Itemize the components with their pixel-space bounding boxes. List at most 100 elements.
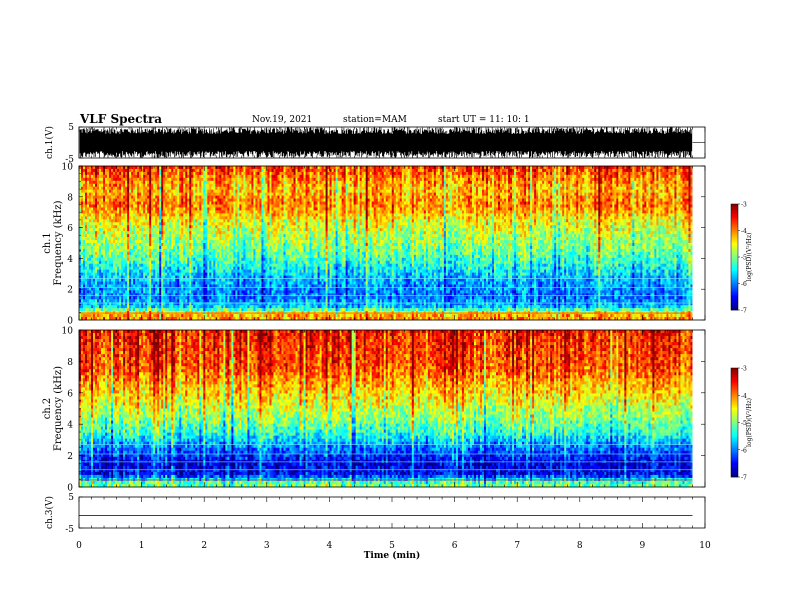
spectrogram-cell: [261, 166, 263, 169]
spectrogram-cell: [682, 199, 684, 202]
spectrogram-cell: [306, 166, 308, 169]
spectrogram-cell: [560, 187, 562, 190]
spectrogram-cell: [85, 190, 87, 193]
spectrogram-cell: [336, 196, 338, 199]
spectrogram-cell: [654, 172, 656, 175]
spectrogram-cell: [169, 169, 171, 172]
spectrogram-cell: [402, 202, 404, 205]
spectrogram-cell: [628, 202, 630, 205]
spectrogram-cell: [414, 184, 416, 187]
spectrogram-cell: [348, 190, 350, 193]
spectrogram-cell: [402, 196, 404, 199]
spectrogram-cell: [418, 199, 420, 202]
spectrogram-cell: [674, 202, 676, 205]
spectrogram-cell: [528, 199, 530, 202]
spectrogram-cell: [378, 187, 380, 190]
spectrogram-cell: [578, 175, 580, 178]
spectrogram-cell: [294, 207, 296, 210]
spectrogram-cell: [638, 184, 640, 187]
spectrogram-cell: [538, 166, 540, 169]
spectrogram-cell: [492, 169, 494, 172]
spectrogram-cell: [189, 193, 191, 196]
spectrogram-cell: [390, 175, 392, 178]
spectrogram-cell: [472, 193, 474, 196]
spectrogram-cell: [608, 172, 610, 175]
spectrogram-cell: [320, 196, 322, 199]
spectrogram-cell: [281, 202, 283, 205]
spectrogram-cell: [201, 205, 203, 208]
spectrogram-cell: [442, 202, 444, 205]
spectrogram-cell: [486, 172, 488, 175]
spectrogram-cell: [223, 196, 225, 199]
spectrogram-cell: [666, 196, 668, 199]
spectrogram-cell: [386, 184, 388, 187]
spectrogram-cell: [630, 202, 632, 205]
spectrogram-cell: [251, 181, 253, 184]
spectrogram-cell: [328, 172, 330, 175]
spectrogram-cell: [99, 172, 101, 175]
spectrogram-cell: [288, 199, 290, 202]
spectrogram-cell: [492, 196, 494, 199]
spectrogram-cell: [115, 196, 117, 199]
spectrogram-cell: [346, 184, 348, 187]
spectrogram-cell: [312, 205, 314, 208]
spectrogram-cell: [221, 193, 223, 196]
spectrogram-cell: [352, 178, 354, 181]
spectrogram-cell: [255, 175, 257, 178]
spectrogram-cell: [458, 205, 460, 208]
spectrogram-cell: [316, 207, 318, 210]
spectrogram-cell: [584, 199, 586, 202]
spectrogram-cell: [225, 190, 227, 193]
spectrogram-cell: [468, 205, 470, 208]
spectrogram-cell: [454, 193, 456, 196]
spectrogram-cell: [332, 181, 334, 184]
spectrogram-cell: [336, 193, 338, 196]
spectrogram-cell: [690, 202, 692, 205]
spectrogram-cell: [546, 181, 548, 184]
spectrogram-cell: [372, 193, 374, 196]
spectrogram-cell: [686, 181, 688, 184]
spectrogram-cell: [95, 175, 97, 178]
spectrogram-cell: [564, 175, 566, 178]
spectrogram-cell: [233, 169, 235, 172]
spectrogram-cell: [181, 181, 183, 184]
spectrogram-cell: [456, 202, 458, 205]
spectrogram-cell: [626, 181, 628, 184]
spectrogram-cell: [243, 193, 245, 196]
spectrogram-cell: [370, 178, 372, 181]
spectrogram-cell: [177, 202, 179, 205]
spectrogram-cell: [584, 166, 586, 169]
spectrogram-cell: [598, 190, 600, 193]
spectrogram-cell: [197, 172, 199, 175]
spectrogram-cell: [660, 169, 662, 172]
spectrogram-cell: [512, 175, 514, 178]
spectrogram-cell: [145, 193, 147, 196]
spectrogram-cell: [269, 169, 271, 172]
spectrogram-cell: [482, 207, 484, 210]
spectrogram-cell: [430, 178, 432, 181]
spectrogram-cell: [195, 199, 197, 202]
spectrogram-cell: [153, 196, 155, 199]
spectrogram-cell: [302, 187, 304, 190]
spectrogram-cell: [670, 199, 672, 202]
spectrogram-cell: [550, 184, 552, 187]
spectrogram-cell: [193, 178, 195, 181]
spectrogram-cell: [460, 193, 462, 196]
spectrogram-cell: [484, 205, 486, 208]
spectrogram-cell: [510, 193, 512, 196]
spectrogram-cell: [414, 205, 416, 208]
spectrogram-cell: [117, 175, 119, 178]
spectrogram-cell: [550, 166, 552, 169]
spectrogram-cell: [686, 196, 688, 199]
spectrogram-cell: [626, 184, 628, 187]
spectrogram-cell: [267, 196, 269, 199]
spectrogram-cell: [237, 207, 239, 210]
spectrogram-cell: [472, 184, 474, 187]
spectrogram-cell: [358, 175, 360, 178]
spectrogram-cell: [504, 196, 506, 199]
spectrogram-cell: [93, 193, 95, 196]
spectrogram-cell: [320, 178, 322, 181]
spectrogram-cell: [402, 178, 404, 181]
spectrogram-cell: [245, 169, 247, 172]
spectrogram-cell: [458, 199, 460, 202]
